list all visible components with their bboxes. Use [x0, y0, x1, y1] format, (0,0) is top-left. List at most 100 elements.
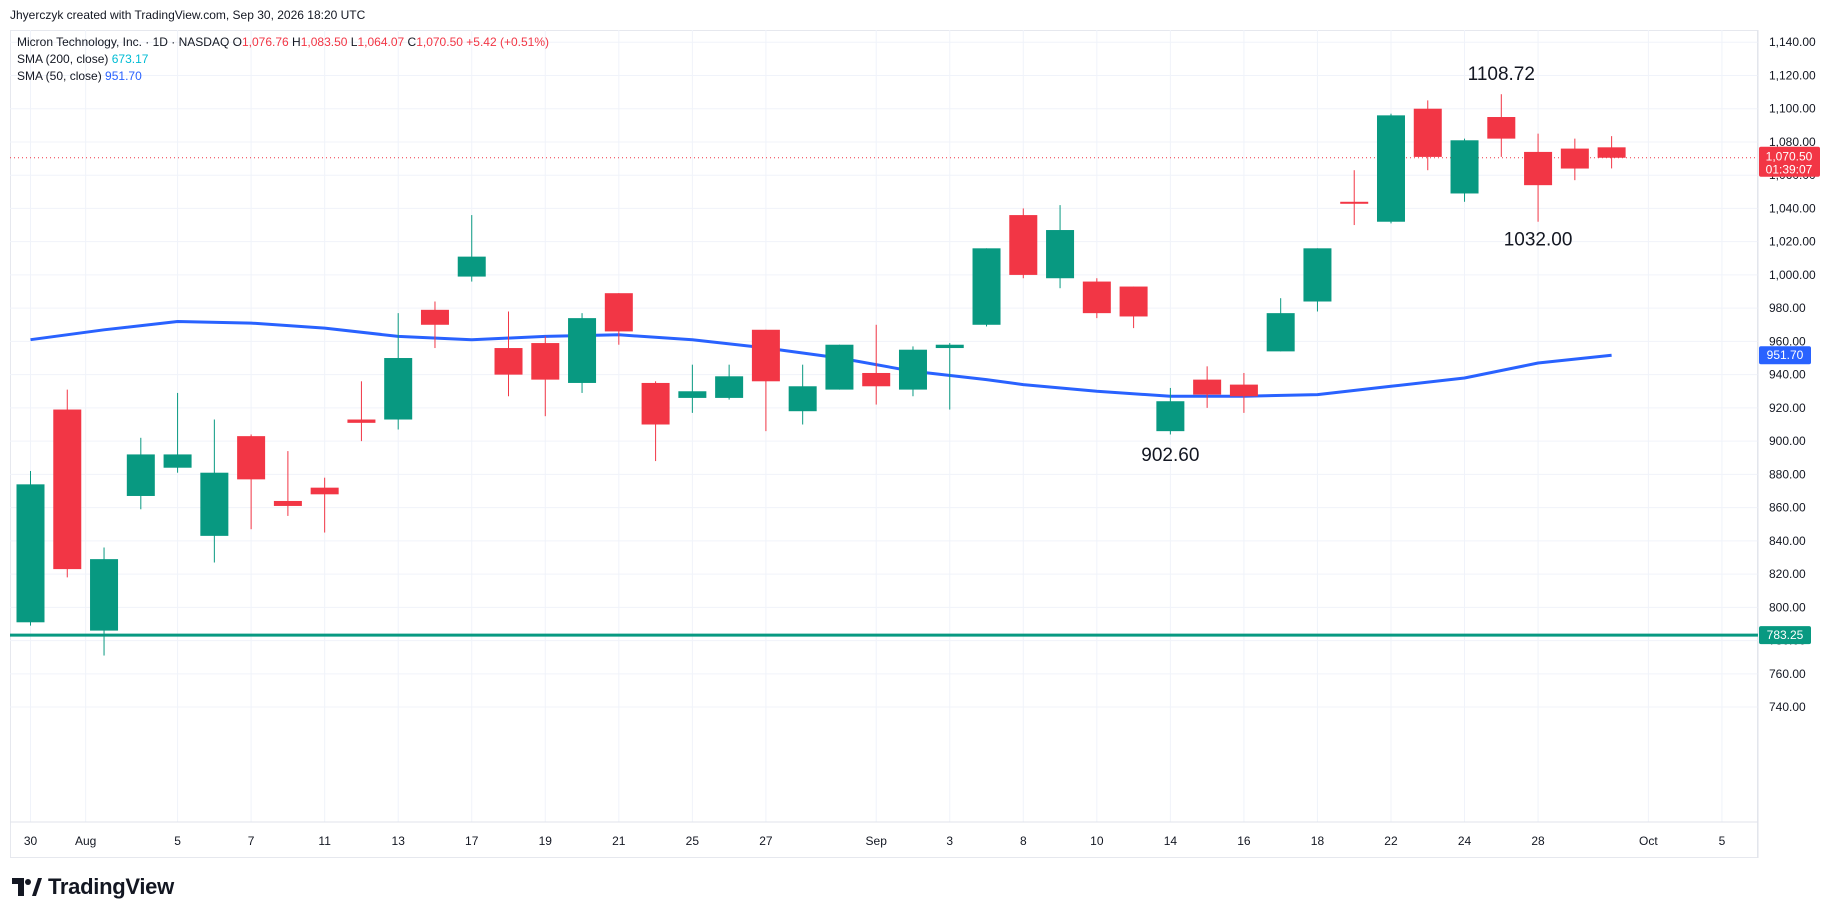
support-price-label[interactable]: 783.25 — [1759, 626, 1811, 645]
candle[interactable] — [237, 434, 266, 530]
sma50-legend-row[interactable]: SMA (50, close) 951.70 — [17, 68, 549, 85]
candle[interactable] — [347, 381, 376, 442]
sma200-value: 673.17 — [111, 52, 149, 66]
price-axis[interactable]: 740.00760.00780.00800.00820.00840.00860.… — [1769, 35, 1816, 714]
ohlc-legend-row[interactable]: Micron Technology, Inc. · 1D · NASDAQ O1… — [17, 34, 549, 51]
candle-body — [715, 376, 744, 398]
sma50-label: SMA (50, close) — [17, 69, 102, 83]
candle[interactable] — [1376, 113, 1405, 224]
candle[interactable] — [1082, 278, 1111, 319]
last-price-value: 1,070.50 — [1766, 150, 1813, 164]
candle[interactable] — [1266, 298, 1295, 352]
support-price-value: 783.25 — [1767, 628, 1804, 642]
candle[interactable] — [1156, 387, 1185, 435]
candle[interactable] — [1560, 138, 1589, 181]
candle-body — [898, 349, 927, 390]
candle[interactable] — [568, 313, 597, 393]
candle[interactable] — [898, 346, 927, 397]
candle[interactable] — [1046, 205, 1075, 289]
x-tick-label: 13 — [392, 834, 406, 848]
open-value: 1,076.76 — [241, 35, 289, 49]
candle-body — [788, 386, 817, 412]
candle[interactable] — [788, 364, 817, 425]
x-tick-label: 8 — [1020, 834, 1027, 848]
time-axis[interactable]: 30 Aug 5 7 11 13 17 19 21 25 27 Sep 3 8 10 14 16 18 22 24 28… — [24, 834, 1726, 848]
candle[interactable] — [1009, 208, 1038, 279]
candle[interactable] — [678, 364, 707, 413]
candle[interactable] — [200, 419, 229, 563]
y-tick-label: 1,100.00 — [1769, 102, 1816, 116]
candle[interactable] — [457, 215, 486, 282]
candle-body — [16, 484, 45, 623]
sma200-legend-row[interactable]: SMA (200, close) 673.17 — [17, 51, 549, 68]
close-value: 1,070.50 — [416, 35, 463, 49]
sma50-price-label-bg — [1759, 346, 1811, 365]
candle[interactable] — [715, 364, 744, 400]
price-annotation[interactable]: 1108.72 — [1468, 64, 1535, 85]
price-annotation[interactable]: 1032.00 — [1504, 230, 1573, 251]
candle[interactable] — [531, 336, 560, 417]
y-tick-label: 740.00 — [1769, 700, 1806, 714]
candle[interactable] — [310, 477, 339, 533]
candle-body — [1156, 401, 1185, 432]
close-label: C — [407, 35, 417, 49]
candle-body — [1193, 379, 1222, 395]
candle[interactable] — [1229, 372, 1258, 413]
x-tick-label: 16 — [1237, 834, 1251, 848]
x-tick-label: 27 — [759, 834, 773, 848]
candle[interactable] — [273, 451, 302, 516]
candle[interactable] — [604, 293, 633, 345]
candle[interactable] — [420, 301, 449, 349]
tradingview-logo[interactable]: TradingView — [12, 874, 174, 900]
candle[interactable] — [53, 389, 82, 578]
candles — [16, 94, 1626, 656]
candle-body — [531, 343, 560, 380]
candle[interactable] — [1450, 138, 1479, 202]
x-tick-label: 21 — [612, 834, 626, 848]
candle[interactable] — [641, 381, 670, 462]
candle-body — [604, 293, 633, 332]
candle-body — [53, 409, 82, 570]
candle-body — [1487, 117, 1516, 139]
x-tick-label: 11 — [318, 834, 331, 848]
candle-body — [310, 487, 339, 495]
candle[interactable] — [825, 344, 854, 390]
candle-body — [1082, 281, 1111, 314]
candle[interactable] — [1193, 366, 1222, 408]
candle-body — [1229, 384, 1258, 397]
y-tick-label: 1,020.00 — [1769, 235, 1816, 249]
candle[interactable] — [126, 437, 155, 510]
candle[interactable] — [751, 329, 780, 432]
candle[interactable] — [1413, 100, 1442, 171]
x-tick-label: 14 — [1164, 834, 1178, 848]
candle[interactable] — [972, 248, 1001, 327]
candle[interactable] — [1303, 248, 1332, 312]
y-tick-label: 980.00 — [1769, 301, 1806, 315]
sma50-line[interactable] — [30, 320, 1612, 398]
change-value: +5.42 (+0.51%) — [466, 35, 549, 49]
candle[interactable] — [494, 311, 523, 397]
candle[interactable] — [384, 313, 413, 430]
sma50-price-label[interactable]: 951.70 — [1759, 346, 1811, 365]
y-tick-label: 1,120.00 — [1769, 68, 1816, 82]
candle-body — [494, 348, 523, 375]
candle[interactable] — [935, 343, 964, 410]
candle-body — [384, 358, 413, 420]
x-tick-label: 28 — [1531, 834, 1545, 848]
candle[interactable] — [1340, 170, 1369, 226]
candle[interactable] — [163, 392, 192, 473]
candle[interactable] — [1524, 133, 1553, 222]
candle-body — [1046, 230, 1075, 279]
candle[interactable] — [1487, 94, 1516, 157]
high-label: H — [292, 35, 301, 49]
candle-body — [200, 472, 229, 536]
candle[interactable] — [90, 547, 119, 656]
candle[interactable] — [1597, 136, 1626, 169]
candle-body — [1376, 115, 1405, 222]
price-annotation[interactable]: 902.60 — [1141, 445, 1199, 466]
candle[interactable] — [1119, 286, 1148, 329]
candle[interactable] — [862, 324, 891, 405]
candle[interactable] — [16, 471, 45, 626]
